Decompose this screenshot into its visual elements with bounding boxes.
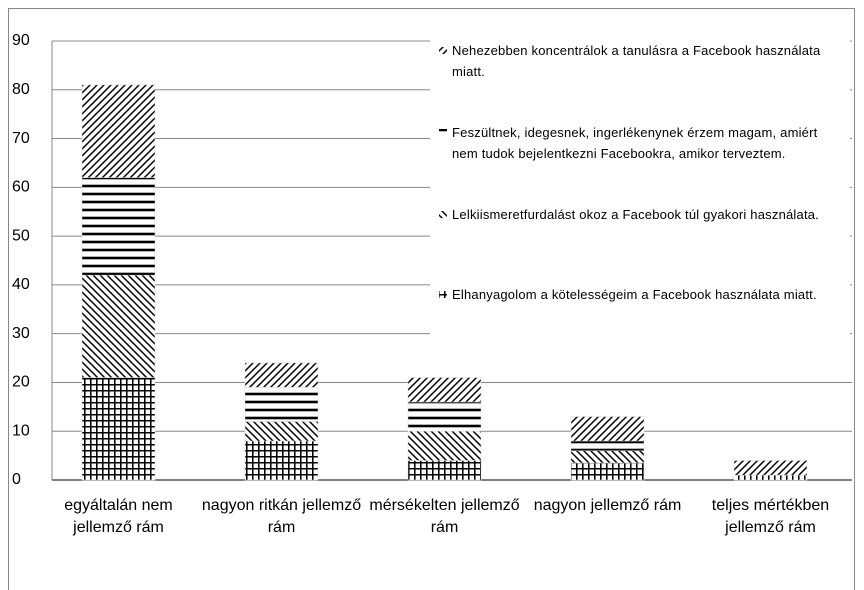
y-tick-label: 40	[12, 276, 30, 293]
x-tick-label: mérsékelten jellemző rám	[369, 497, 520, 536]
y-tick-label: 80	[12, 81, 30, 98]
bar-segment	[733, 460, 808, 476]
bar-segment	[570, 450, 645, 464]
bar-segment	[244, 362, 319, 388]
bar-segment	[733, 474, 808, 481]
y-tick-label: 70	[12, 130, 30, 147]
bar-segment	[244, 387, 319, 422]
bar-segment	[407, 401, 482, 432]
bar-segment	[407, 377, 482, 403]
bar-segment	[244, 421, 319, 442]
legend-swatch	[439, 47, 447, 54]
y-tick-label: 30	[12, 325, 30, 342]
legend-label: Nehezebben koncentrálok a tanulásra a Fa…	[452, 43, 821, 79]
legend-swatch	[439, 291, 447, 298]
bar-segment	[81, 274, 156, 378]
legend-label: Elhanyagolom a kötelességeim a Facebook …	[452, 287, 817, 302]
bar-segment	[570, 462, 645, 481]
legend-box	[430, 36, 850, 336]
bar-segment	[570, 416, 645, 442]
bar-segment	[407, 460, 482, 481]
y-tick-label: 90	[12, 32, 30, 49]
y-tick-label: 10	[12, 422, 30, 439]
legend-label: Feszültnek, idegesnek, ingerlékenynek ér…	[452, 125, 818, 161]
y-tick-label: 0	[12, 471, 21, 488]
legend-swatch	[439, 211, 447, 218]
bar-segment	[407, 430, 482, 461]
x-tick-label: teljes mértékben jellemző rám	[711, 497, 830, 536]
bar-segment	[244, 440, 319, 481]
y-tick-label: 20	[12, 374, 30, 391]
x-tick-label: nagyon ritkán jellemző rám	[201, 497, 362, 536]
bar-segment	[81, 377, 156, 481]
x-tick-label: nagyon jellemző rám	[533, 497, 682, 514]
bar-segment	[570, 440, 645, 451]
bar-segment	[81, 84, 156, 178]
legend-label: Lelkiismeretfurdalást okoz a Facebook tú…	[452, 207, 819, 222]
y-tick-label: 60	[12, 179, 30, 196]
y-tick-label: 50	[12, 227, 30, 244]
chart-border	[8, 8, 855, 590]
bar-segment	[81, 177, 156, 276]
legend-swatch	[439, 129, 447, 136]
x-tick-label: egyáltalán nem jellemző rám	[64, 497, 173, 536]
